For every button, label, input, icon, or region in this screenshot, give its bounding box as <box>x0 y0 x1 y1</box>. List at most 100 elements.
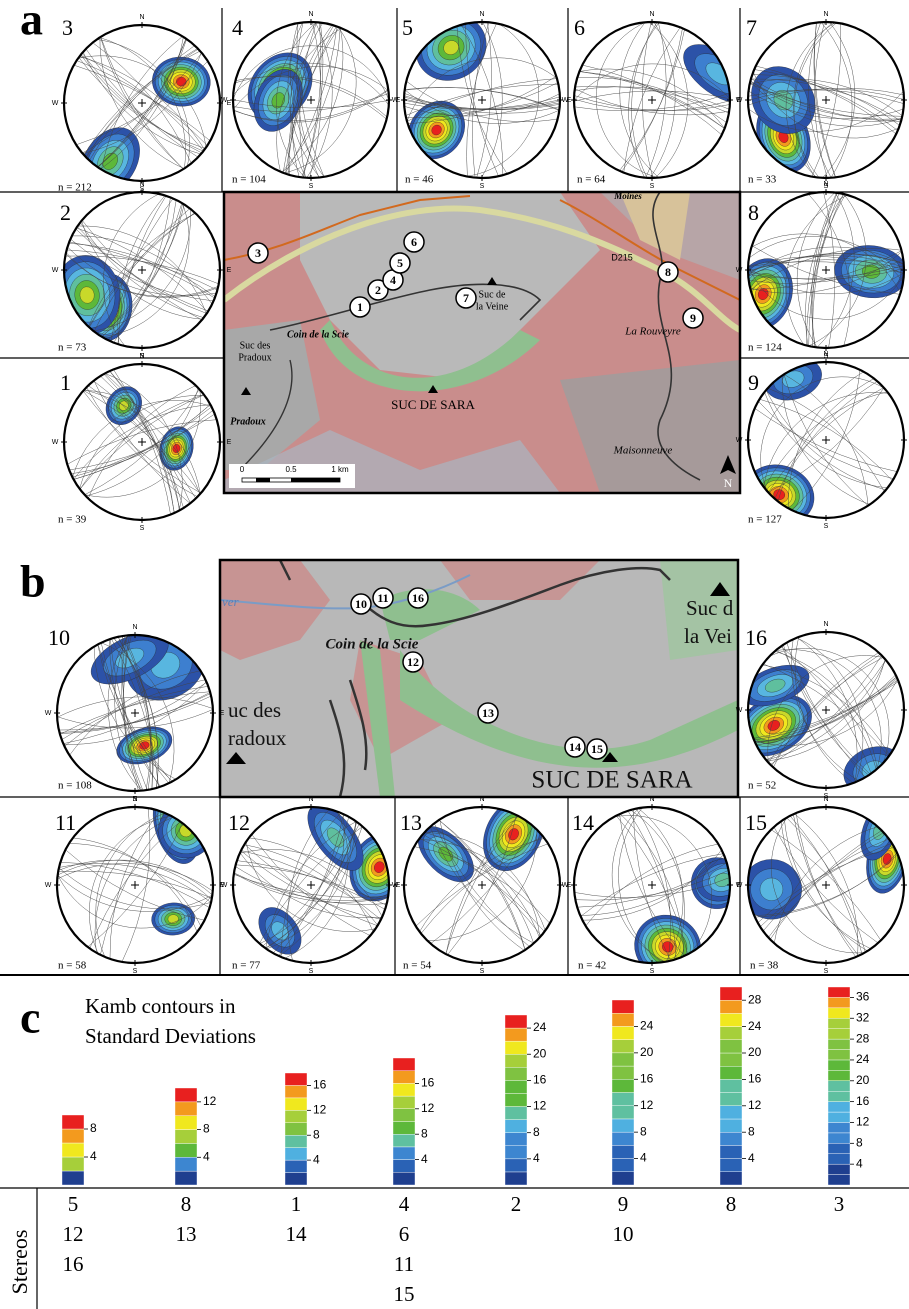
compass-label: S <box>133 796 138 803</box>
place-name: Suc de <box>479 289 507 300</box>
contour-band <box>827 1122 851 1134</box>
stereonet: N E S W 5 n = 46 <box>392 11 572 190</box>
stereo-id: 1 <box>291 1192 302 1216</box>
contour-band <box>827 997 851 1009</box>
compass-label: N <box>308 796 313 803</box>
contour-band <box>392 1172 416 1186</box>
panel-label: a <box>20 0 43 45</box>
contour-band <box>827 1163 851 1175</box>
stereonet-id: 7 <box>746 15 757 40</box>
compass-label: S <box>824 968 829 975</box>
compass-label: N <box>649 11 654 18</box>
contour-band <box>392 1121 416 1135</box>
site-marker <box>564 736 586 758</box>
contour-band <box>827 1038 851 1050</box>
contour-band <box>61 1170 85 1186</box>
geology-unit <box>320 320 540 392</box>
contour-band <box>284 1122 308 1136</box>
contour-band <box>504 1014 528 1029</box>
contour-band <box>719 1092 743 1106</box>
center-cross <box>138 266 146 274</box>
contour-band <box>174 1087 198 1103</box>
compass-label: W <box>736 707 743 714</box>
contour-band <box>392 1083 416 1097</box>
contour-band <box>174 1170 198 1186</box>
stereonet: N E S W 7 n = 33 <box>736 11 907 190</box>
contour-band <box>504 1171 528 1186</box>
density-contour <box>759 877 784 901</box>
compass-label: S <box>650 968 655 975</box>
contour-band <box>504 1093 528 1107</box>
compass-label: W <box>736 267 743 274</box>
compass-label: S <box>824 793 829 800</box>
north-label: N <box>724 476 733 490</box>
compass-label: W <box>736 97 743 104</box>
scale-tick-label: 16 <box>640 1071 654 1085</box>
scale-tick-label: 12 <box>856 1115 870 1129</box>
contour-band <box>611 1158 635 1172</box>
stereonet-id: 8 <box>748 200 759 225</box>
contour-band <box>719 1118 743 1133</box>
contour-band <box>174 1129 198 1144</box>
density-contour <box>773 489 786 500</box>
scale-bar: 0 0.5 1 km <box>229 464 355 488</box>
center-cross <box>822 436 830 444</box>
contour-band <box>504 1132 528 1146</box>
site-label: 14 <box>569 740 581 754</box>
scale-tick-label: 8 <box>856 1135 863 1149</box>
center-cross <box>822 96 830 104</box>
site-label: 4 <box>390 273 396 287</box>
contour-band <box>827 1070 851 1081</box>
stereonet-id: 6 <box>574 15 585 40</box>
contour-band <box>719 1171 743 1186</box>
site-label: 11 <box>377 591 388 605</box>
net-content <box>233 22 389 178</box>
contour-band <box>392 1095 416 1109</box>
stereonet: NESW8n = 124 <box>736 181 907 360</box>
stereo-id: 8 <box>181 1192 192 1216</box>
contour-band <box>392 1057 416 1071</box>
center-cross <box>478 881 486 889</box>
site-label: 2 <box>375 283 381 297</box>
place-name: radoux <box>228 726 287 750</box>
contour-band <box>504 1145 528 1160</box>
center-cross <box>822 266 830 274</box>
stereonet-id: 16 <box>745 625 767 650</box>
stereonet-id: 12 <box>228 810 250 835</box>
track <box>652 192 701 481</box>
scale-tick-label: 24 <box>533 1020 547 1034</box>
kamb-title: Standard Deviations <box>85 1024 256 1048</box>
track <box>359 566 671 628</box>
scale-tick-label: 4 <box>856 1156 863 1170</box>
scale-tick-label: 8 <box>203 1122 210 1136</box>
center-cross <box>307 881 315 889</box>
contour-band <box>611 999 635 1014</box>
stereonet: N E S W 12 n = 77 <box>221 796 401 975</box>
center-cross <box>822 706 830 714</box>
compass-label: W <box>52 267 59 274</box>
compass-label: W <box>562 882 569 889</box>
site-marker <box>389 252 411 274</box>
contour-band <box>392 1159 416 1173</box>
compass-label: W <box>221 882 228 889</box>
great-circles <box>748 22 904 178</box>
contour-band <box>719 1000 743 1014</box>
stereo-id: 10 <box>613 1222 634 1246</box>
stereonet: N E S W 11 n = 58 <box>45 796 225 975</box>
contour-band <box>827 1132 851 1144</box>
stereonet: N E S W 10 n = 108 <box>45 624 225 803</box>
summit <box>487 277 497 285</box>
scale-tick-label: 8 <box>748 1124 755 1138</box>
stereonet-id: 10 <box>48 625 70 650</box>
contour-band <box>174 1101 198 1116</box>
contour-band <box>719 1065 743 1080</box>
place-name: Suc des <box>240 340 271 351</box>
contour-band <box>504 1106 528 1120</box>
contour-band <box>611 1092 635 1106</box>
stereonet: N E S W 13 n = 54 <box>392 796 572 975</box>
contour-band <box>827 1080 851 1092</box>
site-label: 1 <box>357 300 363 314</box>
scale-tick-label: 24 <box>748 1019 762 1033</box>
contour-band <box>719 1145 743 1159</box>
contour-band <box>61 1156 85 1172</box>
